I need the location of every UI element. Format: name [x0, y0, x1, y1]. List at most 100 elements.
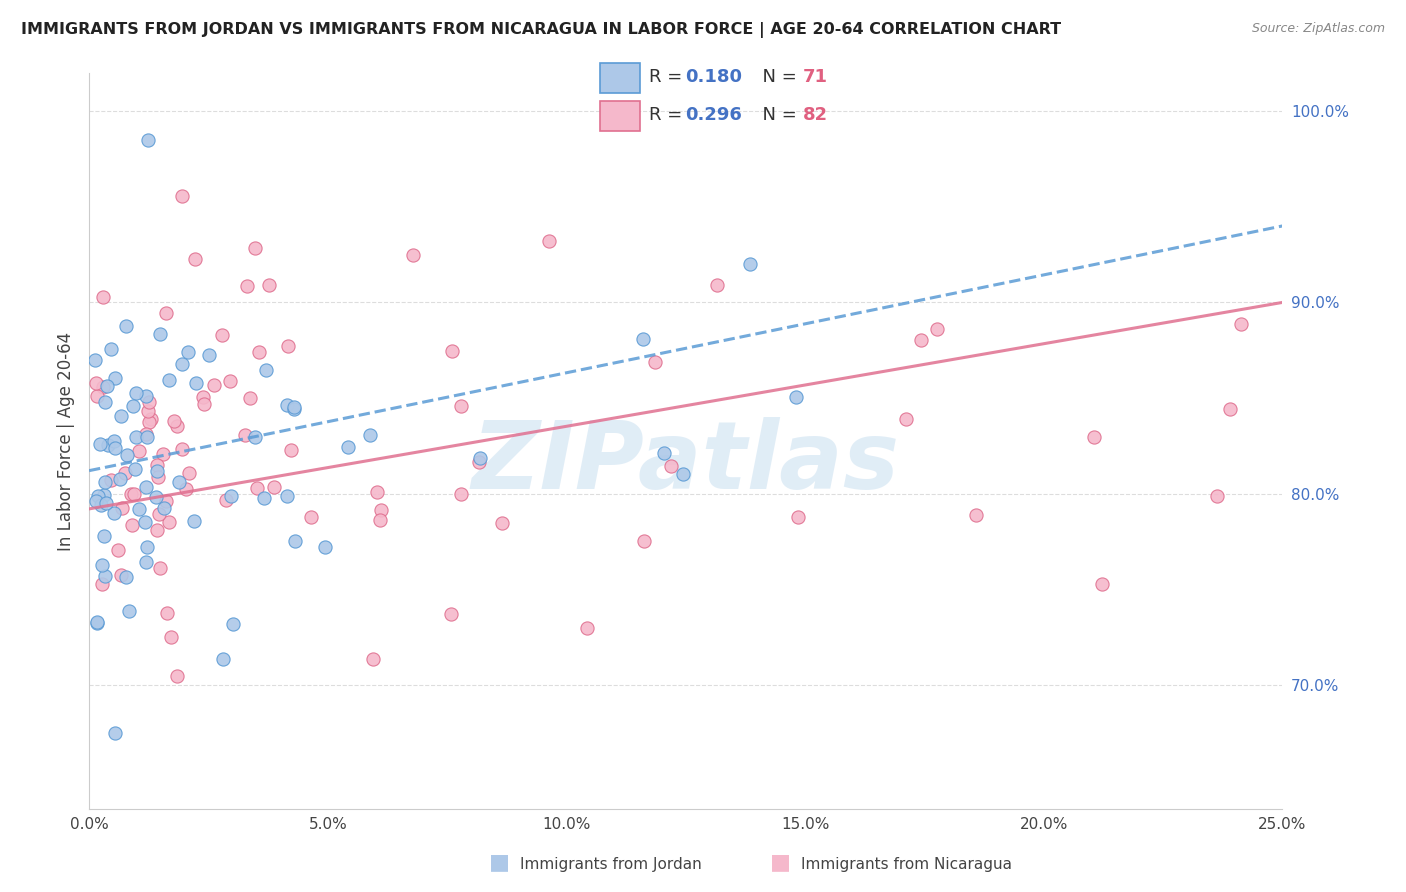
Point	[115, 448, 138, 462]
Point	[491, 516, 513, 531]
Point	[114, 466, 136, 480]
Point	[276, 398, 298, 412]
Point	[235, 428, 257, 442]
Point	[153, 500, 176, 515]
Point	[100, 343, 122, 357]
Point	[84, 493, 107, 508]
Point	[128, 444, 150, 458]
Point	[925, 322, 948, 336]
Point	[239, 391, 262, 405]
Point	[450, 399, 472, 413]
Point	[370, 503, 392, 517]
Text: IMMIGRANTS FROM JORDAN VS IMMIGRANTS FROM NICARAGUA IN LABOR FORCE | AGE 20-64 C: IMMIGRANTS FROM JORDAN VS IMMIGRANTS FRO…	[21, 22, 1062, 38]
Point	[631, 332, 654, 346]
Point	[110, 409, 132, 423]
Point	[94, 569, 117, 583]
Point	[136, 404, 159, 418]
Point	[138, 415, 160, 429]
Point	[146, 458, 169, 472]
Point	[894, 412, 917, 426]
Point	[243, 430, 266, 444]
Point	[659, 458, 682, 473]
Point	[100, 473, 122, 487]
Point	[359, 427, 381, 442]
Point	[152, 447, 174, 461]
Point	[94, 496, 117, 510]
Point	[212, 652, 235, 666]
Text: 0.296: 0.296	[685, 106, 742, 124]
Point	[96, 438, 118, 452]
Point	[738, 257, 761, 271]
Point	[177, 466, 200, 480]
Point	[468, 455, 491, 469]
Point	[135, 389, 157, 403]
Point	[263, 480, 285, 494]
Point	[111, 500, 134, 515]
Point	[91, 577, 114, 591]
Point	[706, 277, 728, 292]
Point	[170, 357, 193, 371]
Point	[468, 450, 491, 465]
Point	[276, 489, 298, 503]
Point	[1230, 318, 1253, 332]
Point	[124, 462, 146, 476]
Point	[134, 516, 156, 530]
Point	[146, 523, 169, 537]
Point	[283, 533, 305, 548]
Point	[243, 241, 266, 255]
Point	[157, 516, 180, 530]
Point	[257, 277, 280, 292]
Point	[1219, 402, 1241, 417]
Point	[125, 430, 148, 444]
Text: R =: R =	[650, 69, 689, 87]
Point	[145, 491, 167, 505]
Point	[299, 509, 322, 524]
Point	[104, 442, 127, 456]
Point	[183, 514, 205, 528]
Point	[156, 606, 179, 620]
Point	[110, 567, 132, 582]
Point	[965, 508, 987, 522]
Point	[787, 510, 810, 524]
Point	[120, 487, 142, 501]
Point	[211, 327, 233, 342]
Point	[135, 426, 157, 441]
Text: ■: ■	[770, 853, 790, 872]
Point	[146, 463, 169, 477]
Point	[172, 189, 194, 203]
Point	[86, 615, 108, 630]
Point	[1091, 576, 1114, 591]
Point	[160, 631, 183, 645]
Text: Immigrants from Nicaragua: Immigrants from Nicaragua	[801, 857, 1012, 872]
Point	[139, 412, 162, 426]
Point	[314, 540, 336, 554]
Point	[186, 376, 208, 390]
Point	[280, 442, 302, 457]
Point	[440, 607, 463, 621]
Point	[84, 376, 107, 390]
Point	[177, 344, 200, 359]
Point	[128, 502, 150, 516]
Point	[93, 488, 115, 502]
Point	[202, 378, 225, 392]
Text: 0.180: 0.180	[685, 69, 742, 87]
Point	[155, 306, 177, 320]
Point	[86, 389, 108, 403]
Point	[402, 248, 425, 262]
Point	[184, 252, 207, 267]
Point	[633, 534, 655, 549]
Text: N =: N =	[751, 106, 803, 124]
Point	[249, 345, 271, 359]
Point	[136, 133, 159, 147]
Point	[148, 507, 170, 521]
Point	[94, 475, 117, 489]
Point	[103, 506, 125, 520]
Point	[538, 234, 561, 248]
Point	[104, 371, 127, 385]
Point	[654, 445, 676, 459]
Point	[283, 401, 305, 416]
Point	[172, 442, 194, 457]
Point	[136, 540, 159, 554]
Point	[366, 484, 388, 499]
Point	[107, 542, 129, 557]
